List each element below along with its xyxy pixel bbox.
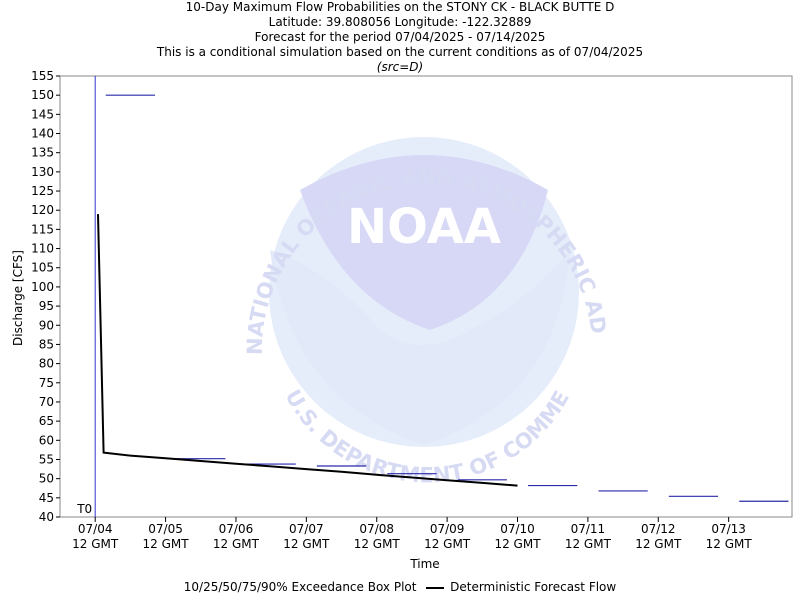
- x-tick-label-date: 07/10: [500, 522, 535, 536]
- x-tick-label-date: 07/07: [289, 522, 324, 536]
- y-tick-label: 150: [31, 88, 54, 102]
- y-tick-label: 105: [31, 261, 54, 275]
- y-tick-label: 120: [31, 203, 54, 217]
- y-tick-label: 130: [31, 165, 54, 179]
- x-tick-label-time: 12 GMT: [494, 537, 541, 551]
- x-tick-label-time: 12 GMT: [424, 537, 471, 551]
- y-tick-label: 85: [39, 337, 54, 351]
- x-tick-label-time: 12 GMT: [283, 537, 330, 551]
- legend-box-label: 10/25/50/75/90% Exceedance Box Plot: [183, 580, 417, 594]
- y-tick-label: 90: [39, 318, 54, 332]
- x-tick-label-date: 07/13: [711, 522, 746, 536]
- y-tick-label: 65: [39, 414, 54, 428]
- x-tick-label-time: 12 GMT: [72, 537, 119, 551]
- x-axis-label: Time: [409, 557, 439, 571]
- y-tick-label: 80: [39, 357, 54, 371]
- deterministic-flow-line: [97, 214, 518, 487]
- x-tick-label-date: 07/11: [571, 522, 606, 536]
- chart-subtitle-condition: This is a conditional simulation based o…: [156, 45, 644, 59]
- y-tick-label: 60: [39, 433, 54, 447]
- legend-line-swatch: [426, 586, 445, 589]
- y-tick-label: 45: [39, 491, 54, 505]
- noaa-watermark-bird: [300, 155, 548, 330]
- y-tick-label: 145: [31, 107, 54, 121]
- chart-subtitle-location: Latitude: 39.808056 Longitude: -122.3288…: [268, 15, 532, 29]
- y-tick-label: 50: [39, 472, 54, 486]
- y-tick-label: 140: [31, 127, 54, 141]
- legend-line-label: Deterministic Forecast Flow: [450, 580, 617, 594]
- x-tick-label-time: 12 GMT: [635, 537, 682, 551]
- x-tick-label-time: 12 GMT: [143, 537, 190, 551]
- x-tick-label-time: 12 GMT: [565, 537, 612, 551]
- x-tick-label-time: 12 GMT: [213, 537, 260, 551]
- plot-frame: [59, 75, 793, 518]
- t0-label: T0: [76, 502, 92, 516]
- chart-source: (src=D): [376, 60, 424, 74]
- chart-legend: 10/25/50/75/90% Exceedance Box Plot Dete…: [0, 580, 800, 594]
- y-tick-label: 115: [31, 222, 54, 236]
- x-tick-label-date: 07/06: [219, 522, 254, 536]
- y-tick-label: 40: [39, 510, 54, 524]
- x-tick-label-time: 12 GMT: [706, 537, 753, 551]
- y-axis-label: Discharge [CFS]: [11, 250, 25, 346]
- x-tick-label-date: 07/04: [78, 522, 113, 536]
- y-tick-label: 100: [31, 280, 54, 294]
- x-tick-label-time: 12 GMT: [354, 537, 401, 551]
- noaa-watermark: NOAA NATIONAL OCEANIC AND ATMOSPHERIC AD…: [0, 0, 610, 487]
- y-tick-label: 95: [39, 299, 54, 313]
- x-tick-label-date: 07/09: [430, 522, 465, 536]
- x-tick-label-date: 07/08: [359, 522, 394, 536]
- chart-title: 10-Day Maximum Flow Probabilities on the…: [185, 0, 615, 14]
- y-tick-label: 135: [31, 146, 54, 160]
- y-tick-label: 155: [31, 69, 54, 83]
- y-tick-label: 125: [31, 184, 54, 198]
- chart-subtitle-period: Forecast for the period 07/04/2025 - 07/…: [254, 30, 546, 44]
- chart-title-block: 10-Day Maximum Flow Probabilities on the…: [0, 0, 800, 75]
- x-tick-label-date: 07/05: [148, 522, 183, 536]
- y-tick-label: 70: [39, 395, 54, 409]
- noaa-watermark-lower: [270, 250, 570, 445]
- noaa-watermark-logo-text: NOAA: [347, 199, 501, 255]
- x-tick-label-date: 07/12: [641, 522, 676, 536]
- y-tick-label: 75: [39, 376, 54, 390]
- y-tick-label: 55: [39, 452, 54, 466]
- y-tick-label: 110: [31, 242, 54, 256]
